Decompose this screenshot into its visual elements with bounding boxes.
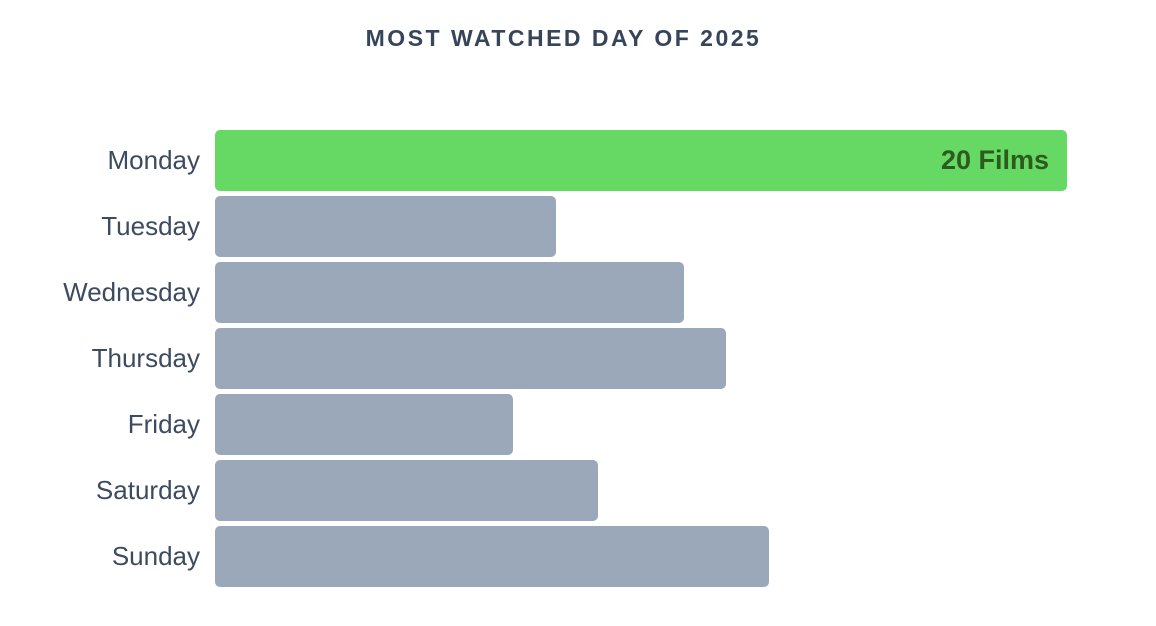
chart-row-monday: Monday 20 Films xyxy=(0,130,1156,191)
bar-thursday xyxy=(215,328,727,389)
plot-area-thursday xyxy=(215,328,1067,389)
bar-monday: 20 Films xyxy=(215,130,1067,191)
category-label-tuesday: Tuesday xyxy=(101,211,200,241)
category-label-thursday: Thursday xyxy=(91,343,200,373)
category-label-friday: Friday xyxy=(127,409,200,439)
category-label-saturday: Saturday xyxy=(95,475,200,505)
bar-sunday xyxy=(215,526,769,587)
bar-wednesday xyxy=(215,262,684,323)
bar-tuesday xyxy=(215,196,556,257)
category-label-sunday: Sunday xyxy=(111,541,200,571)
bar-value-label-monday: 20 Films xyxy=(940,145,1049,175)
plot-area-sunday xyxy=(215,526,1067,587)
plot-area-friday xyxy=(215,394,1067,455)
chart-row-friday: Friday xyxy=(0,394,1156,455)
most-watched-day-chart: MOST WATCHED DAY OF 2025 Monday 20 Films T… xyxy=(0,24,1156,626)
category-label-monday: Monday xyxy=(107,145,201,175)
bar-friday xyxy=(215,394,514,455)
plot-area-wednesday xyxy=(215,262,1067,323)
plot-area-saturday xyxy=(215,460,1067,521)
bar-rows-container: Monday 20 Films Tuesday Wednesday Thursday Fr… xyxy=(0,130,1156,587)
bar-saturday xyxy=(215,460,599,521)
chart-row-wednesday: Wednesday xyxy=(0,262,1156,323)
chart-title: MOST WATCHED DAY OF 2025 xyxy=(365,25,762,51)
plot-area-tuesday xyxy=(215,196,1067,257)
category-label-wednesday: Wednesday xyxy=(63,277,200,307)
chart-row-tuesday: Tuesday xyxy=(0,196,1156,257)
chart-row-saturday: Saturday xyxy=(0,460,1156,521)
plot-area-monday: 20 Films xyxy=(215,130,1067,191)
chart-row-sunday: Sunday xyxy=(0,526,1156,587)
chart-row-thursday: Thursday xyxy=(0,328,1156,389)
